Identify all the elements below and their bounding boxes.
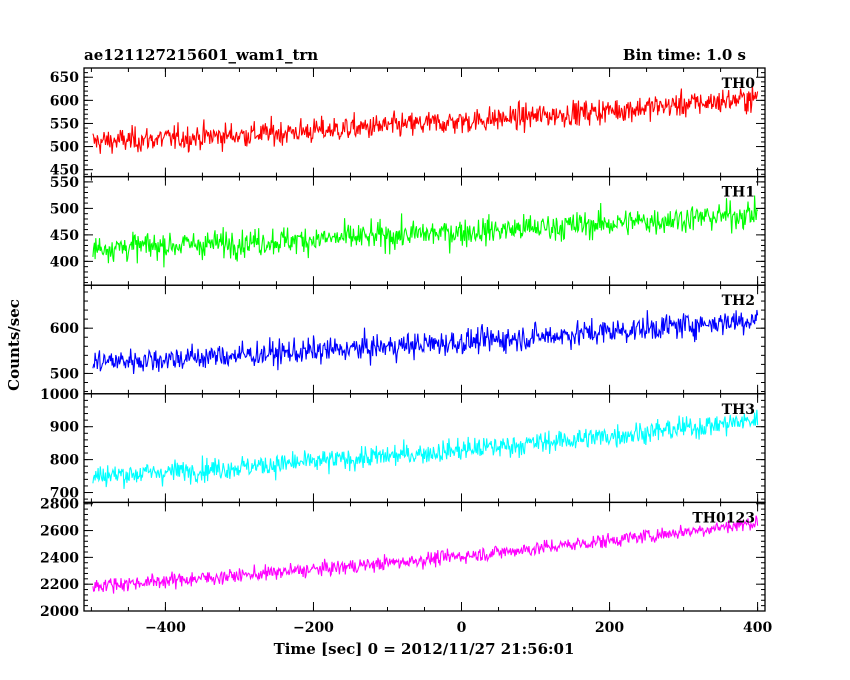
y-tick-label: 500 xyxy=(50,140,79,156)
y-tick-label: 550 xyxy=(50,116,79,132)
y-tick-label: 400 xyxy=(50,254,79,270)
panel-label: TH3 xyxy=(722,402,755,418)
y-tick-label: 800 xyxy=(50,453,79,469)
x-tick-label: 0 xyxy=(457,620,467,636)
y-tick-label: 450 xyxy=(50,228,79,244)
series-line-th1 xyxy=(92,195,759,268)
panel-th1: 400 450 500 550 TH1 xyxy=(50,175,766,286)
y-tick-label: 500 xyxy=(50,366,79,382)
panel-th0123: 2000 2200 2400 2600 2800 TH0123 xyxy=(40,497,766,620)
panel-frame xyxy=(83,175,766,286)
x-tick-label: −200 xyxy=(293,620,334,636)
panel-frame xyxy=(83,67,766,178)
panel-th2: 500 600 TH2 xyxy=(50,284,766,395)
panel-th3: 700 800 900 1000 TH3 xyxy=(40,387,766,504)
series-line-th2 xyxy=(92,309,759,375)
series-line-th0123 xyxy=(92,515,759,594)
y-tick-label: 2200 xyxy=(40,577,79,593)
panel-label: TH0123 xyxy=(692,510,755,526)
panel-frame xyxy=(83,501,766,612)
x-tick-label: −400 xyxy=(145,620,186,636)
y-tick-label: 2000 xyxy=(40,604,79,620)
y-axis-title: Counts/sec xyxy=(5,299,23,391)
x-tick-label: 200 xyxy=(595,620,624,636)
y-tick-label: 900 xyxy=(50,420,79,436)
y-tick-label: 2800 xyxy=(40,497,79,513)
bin-time-label: Bin time: 1.0 s xyxy=(623,46,746,64)
panel-label: TH0 xyxy=(722,76,756,92)
y-tick-label: 2600 xyxy=(40,524,79,540)
y-tick-label: 2400 xyxy=(40,550,79,566)
y-tick-label: 600 xyxy=(50,93,79,109)
y-tick-label: 500 xyxy=(50,201,79,217)
y-tick-label: 650 xyxy=(50,70,79,86)
y-tick-label: 450 xyxy=(50,163,79,179)
panel-th0: 450 500 550 600 650 TH0 xyxy=(50,67,766,179)
panel-label: TH2 xyxy=(722,293,755,309)
panel-label: TH1 xyxy=(722,185,755,201)
x-tick-label: 400 xyxy=(743,620,772,636)
y-tick-label: 700 xyxy=(50,486,79,502)
y-tick-label: 1000 xyxy=(40,387,79,403)
y-tick-label: 600 xyxy=(50,321,79,337)
y-tick-label: 550 xyxy=(50,175,79,191)
panels-group: 450 500 550 600 650 TH0 400 450 500 550 TH1 500 600 T… xyxy=(40,67,772,636)
chart-title: ae121127215601_wam1_trn xyxy=(84,46,318,64)
series-line-th3 xyxy=(92,409,759,489)
panel-frame xyxy=(83,393,766,504)
x-axis-title: Time [sec] 0 = 2012/11/27 21:56:01 xyxy=(274,640,575,658)
series-line-th0 xyxy=(92,83,759,154)
